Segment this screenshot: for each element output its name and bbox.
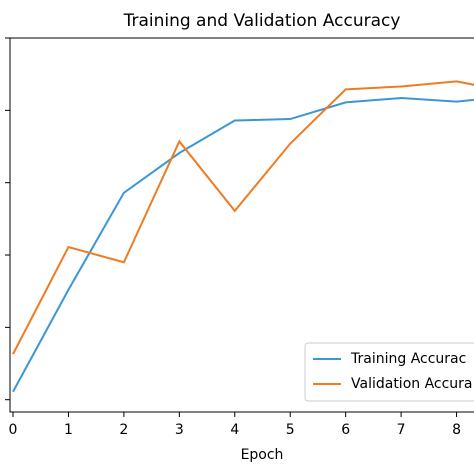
legend: Training Accurac Validation Accura [304,342,474,402]
x-tick-label: 8 [452,422,461,438]
x-tick-label: 4 [230,422,239,438]
x-tick-label: 3 [175,422,184,438]
series-line [12,97,474,393]
plot-area [12,80,474,393]
legend-box [304,342,474,402]
x-tick-label: 6 [341,422,350,438]
series-line [12,80,474,355]
x-tick-label: 5 [286,422,295,438]
plot-frame [9,37,474,413]
chart-title: Training and Validation Accuracy [123,11,401,31]
x-axis-label: Epoch [241,447,284,463]
x-tick-label: 2 [119,422,128,438]
legend-label: Validation Accura [351,376,473,392]
x-tick-label: 7 [397,422,406,438]
legend-label: Training Accurac [350,351,466,367]
x-tick-label: 0 [9,422,18,438]
x-tick-label: 1 [64,422,73,438]
